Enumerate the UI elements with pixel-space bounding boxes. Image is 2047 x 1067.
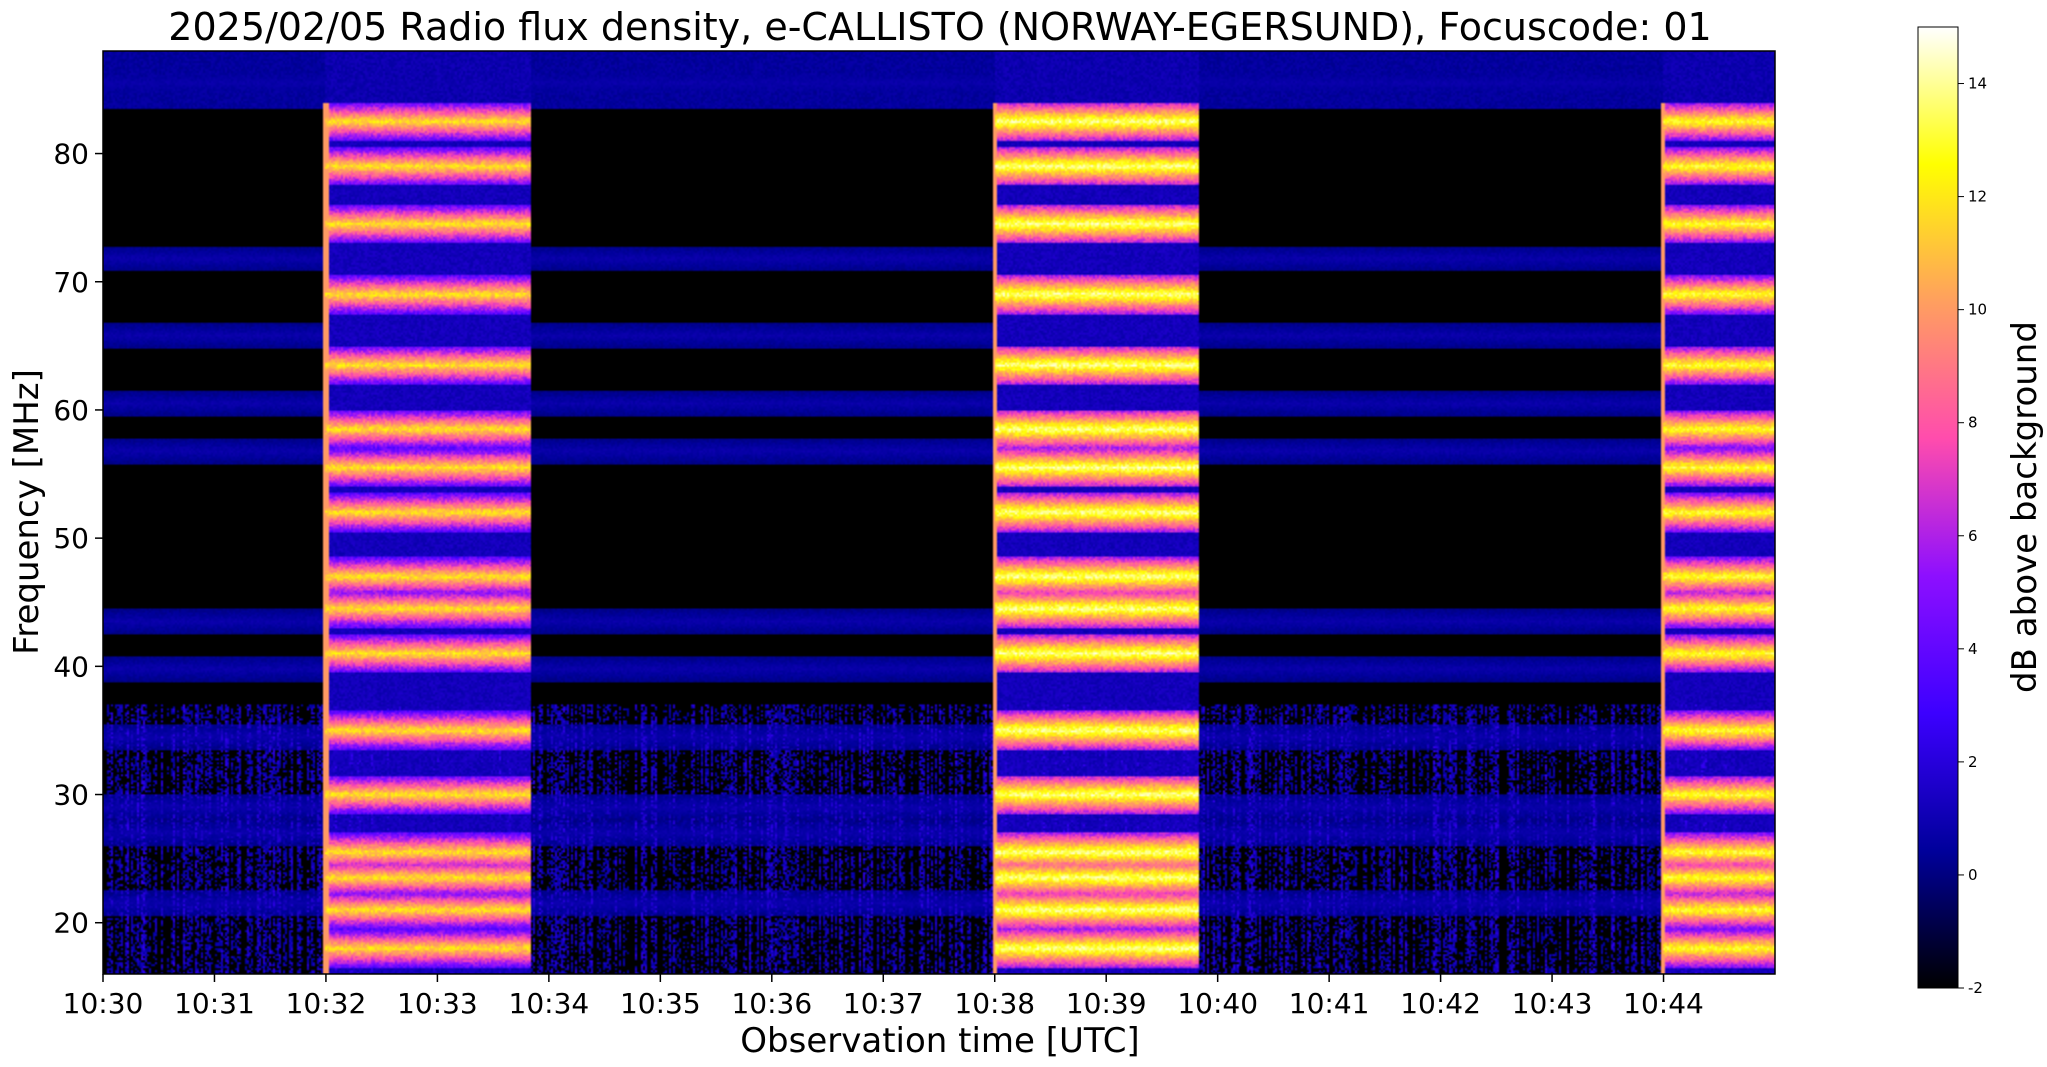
colorbar: -2 0 2 4 6 8 10 12 14 dB above background <box>1917 26 2045 997</box>
colorbar-tick-label: 12 <box>1968 188 1987 206</box>
colorbar-tick-label: 8 <box>1968 414 1978 432</box>
x-axis-ticks: 10:30 10:31 10:32 10:33 10:34 10:35 10:36 10:37… <box>63 974 1704 1020</box>
y-tick-label: 80 <box>53 138 89 171</box>
y-tick-label: 70 <box>53 266 89 299</box>
plot-frame <box>102 50 1776 975</box>
y-axis-ticks: 20 30 40 50 60 70 80 <box>53 138 103 940</box>
x-tick-label: 10:30 <box>63 987 144 1020</box>
plot-area <box>102 50 1776 975</box>
x-tick-label: 10:33 <box>397 987 478 1020</box>
x-axis-label: Observation time [UTC] <box>740 1021 1139 1061</box>
spectrogram-heatmap <box>103 51 1775 974</box>
colorbar-gradient <box>1917 26 1959 989</box>
colorbar-tick-label: 0 <box>1968 866 1978 884</box>
colorbar-tick-label: 6 <box>1968 527 1978 545</box>
x-tick-label: 10:42 <box>1400 987 1481 1020</box>
chart-title: 2025/02/05 Radio flux density, e-CALLIST… <box>168 5 1711 49</box>
y-tick-label: 40 <box>53 650 89 683</box>
x-tick-label: 10:32 <box>286 987 367 1020</box>
x-tick-label: 10:38 <box>954 987 1035 1020</box>
x-tick-label: 10:40 <box>1177 987 1258 1020</box>
x-tick-label: 10:35 <box>620 987 701 1020</box>
x-tick-label: 10:43 <box>1512 987 1593 1020</box>
x-tick-label: 10:39 <box>1066 987 1147 1020</box>
x-tick-label: 10:41 <box>1289 987 1370 1020</box>
x-tick-label: 10:37 <box>843 987 924 1020</box>
x-tick-label: 10:44 <box>1623 987 1704 1020</box>
colorbar-tick-label: 14 <box>1968 75 1987 93</box>
colorbar-tick-label: 4 <box>1968 640 1978 658</box>
x-tick-label: 10:31 <box>174 987 255 1020</box>
colorbar-tick-label: 2 <box>1968 753 1978 771</box>
x-tick-label: 10:36 <box>731 987 812 1020</box>
colorbar-tick-label: -2 <box>1968 979 1983 997</box>
colorbar-tick-label: 10 <box>1968 301 1987 319</box>
y-tick-label: 20 <box>53 907 89 940</box>
y-tick-label: 60 <box>53 394 89 427</box>
y-axis-label: Frequency [MHz] <box>7 369 47 655</box>
colorbar-label: dB above background <box>2005 321 2045 693</box>
x-tick-label: 10:34 <box>509 987 590 1020</box>
colorbar-ticks: -2 0 2 4 6 8 10 12 14 <box>1958 75 1987 997</box>
y-tick-label: 30 <box>53 779 89 812</box>
y-tick-label: 50 <box>53 522 89 555</box>
